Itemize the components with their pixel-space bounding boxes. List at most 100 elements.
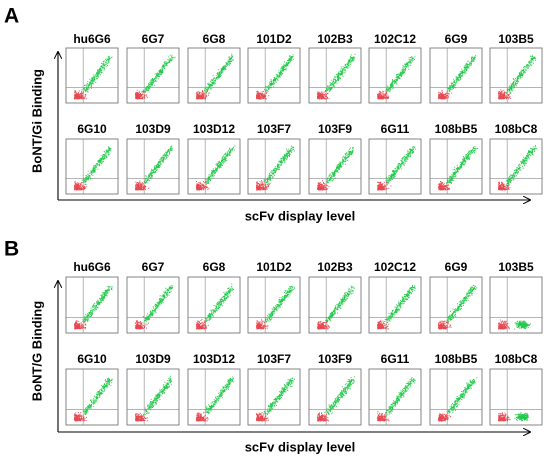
positive-population	[143, 375, 173, 415]
negative-population	[377, 411, 390, 422]
plot-frame	[489, 368, 543, 426]
plot-frame	[126, 47, 180, 104]
sample-label: 103B5	[498, 32, 534, 46]
x-axis-label: scFv display level	[245, 208, 356, 223]
positive-population	[324, 376, 355, 415]
negative-population	[438, 90, 452, 100]
positive-population	[384, 285, 416, 325]
plot-frame	[308, 368, 362, 426]
sample-label: 102C12	[374, 32, 416, 46]
positive-population	[204, 53, 234, 94]
sample-label: 6G7	[142, 260, 165, 274]
positive-population	[81, 55, 113, 94]
negative-population	[317, 180, 330, 191]
positive-population	[513, 320, 531, 330]
plot-frame	[489, 138, 543, 195]
positive-population	[263, 145, 295, 185]
plot-frame	[368, 47, 422, 104]
negative-population	[317, 320, 330, 330]
negative-population	[377, 90, 389, 100]
plot-frame	[308, 47, 362, 104]
positive-population	[144, 145, 173, 184]
plot-frame	[429, 276, 483, 334]
negative-population	[498, 412, 511, 422]
plot-frame	[429, 47, 483, 104]
positive-population	[81, 146, 112, 185]
positive-population	[142, 54, 176, 93]
sample-label: 108bC8	[495, 122, 538, 136]
sample-label: 103D12	[193, 352, 235, 366]
sample-label: 6G11	[381, 352, 410, 366]
sample-label: 102B3	[317, 260, 353, 274]
negative-population	[438, 413, 452, 422]
negative-population	[196, 319, 209, 330]
negative-population	[438, 181, 450, 191]
negative-population	[135, 320, 149, 330]
panel-letter: B	[4, 238, 19, 261]
positive-population	[82, 285, 113, 323]
positive-population	[505, 54, 537, 93]
plot-frame	[368, 368, 422, 426]
sample-label: 108bB5	[435, 122, 478, 136]
sample-label: 108bB5	[435, 352, 478, 366]
sample-label: 6G10	[77, 352, 107, 366]
negative-population	[256, 180, 270, 191]
negative-population	[256, 90, 270, 100]
plot-frame	[489, 276, 543, 334]
negative-population	[135, 180, 150, 191]
sample-label: 108bC8	[495, 352, 538, 366]
negative-population	[196, 412, 209, 422]
positive-population	[325, 53, 356, 92]
positive-population	[204, 376, 235, 415]
plot-frame	[187, 368, 241, 426]
plot-frame	[308, 276, 362, 334]
plot-frame	[65, 368, 119, 426]
sample-label: 103F9	[318, 122, 352, 136]
plot-frame	[126, 368, 180, 426]
negative-population	[196, 180, 210, 191]
plot-frame	[489, 47, 543, 104]
plot-frame	[65, 276, 119, 334]
plot-frame	[65, 138, 119, 195]
positive-population	[325, 146, 354, 184]
negative-population	[74, 320, 87, 330]
sample-label: 103F7	[257, 352, 291, 366]
sample-label: 102B3	[317, 32, 353, 46]
positive-population	[325, 285, 355, 323]
sample-label: 102C12	[374, 260, 416, 274]
panel-letter: A	[4, 5, 19, 28]
negative-population	[256, 412, 269, 422]
sample-label: 103D9	[135, 122, 171, 136]
negative-population	[317, 90, 330, 100]
sample-label: 6G8	[203, 32, 226, 46]
sample-label: 6G10	[77, 122, 107, 136]
x-axis-label: scFv display level	[245, 439, 356, 454]
plot-frame	[247, 276, 301, 334]
sample-label: 6G7	[142, 32, 165, 46]
plot-frame	[429, 368, 483, 426]
positive-population	[262, 285, 295, 323]
negative-population	[377, 181, 392, 191]
sample-label: 103D9	[135, 352, 171, 366]
negative-population	[74, 89, 87, 100]
sample-label: 103D12	[193, 122, 235, 136]
negative-population	[498, 89, 512, 100]
sample-label: 103F7	[257, 122, 291, 136]
negative-population	[498, 319, 510, 330]
negative-population	[498, 181, 511, 191]
positive-population	[446, 145, 478, 184]
sample-label: 101D2	[256, 260, 292, 274]
sample-label: 6G8	[203, 260, 226, 274]
positive-population	[446, 284, 478, 322]
positive-population	[142, 285, 173, 324]
negative-population	[74, 412, 87, 422]
sample-label: 103B5	[498, 260, 534, 274]
sample-label: 6G9	[445, 32, 468, 46]
positive-population	[264, 54, 294, 93]
positive-population	[385, 377, 416, 417]
sample-label: 103F9	[318, 352, 352, 366]
y-axis-label: BoNT/Gi Binding	[29, 69, 44, 173]
positive-population	[514, 412, 529, 422]
positive-population	[204, 145, 236, 184]
